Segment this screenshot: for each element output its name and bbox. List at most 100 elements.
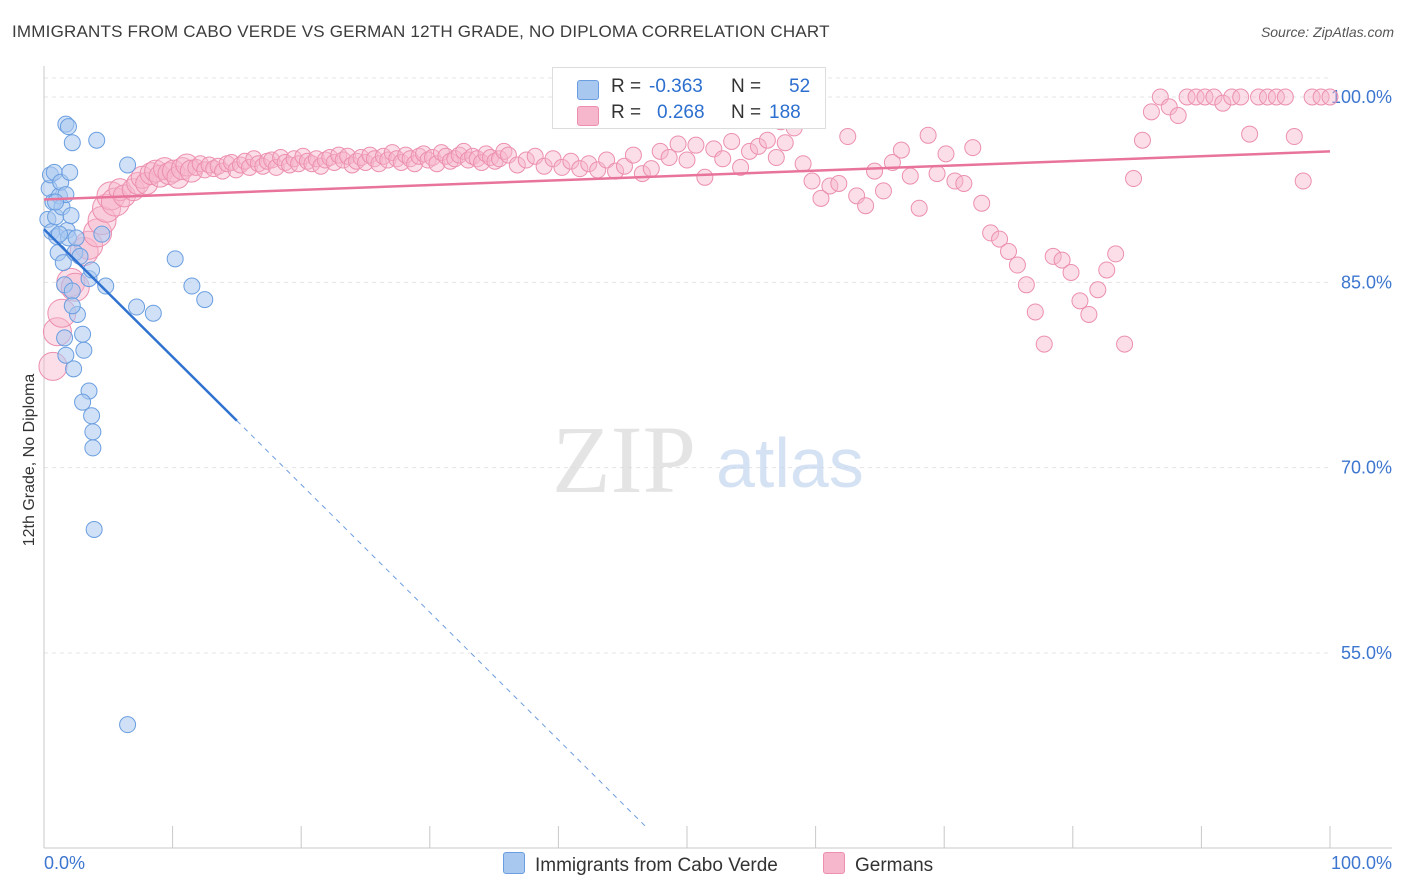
germans-point xyxy=(696,168,714,186)
germans-point xyxy=(580,155,598,173)
y-tick-label: 100.0% xyxy=(1331,87,1392,107)
germans-point xyxy=(1187,88,1205,106)
germans-point xyxy=(441,152,459,170)
germans-point xyxy=(937,145,955,163)
germans-point xyxy=(928,165,946,183)
germans-point xyxy=(669,135,687,153)
cabo-verde-point xyxy=(65,360,83,378)
germans-point xyxy=(749,137,767,155)
germans-point xyxy=(1303,88,1321,106)
germans-point xyxy=(767,149,785,167)
bottom-legend-germans: Germans xyxy=(823,852,933,877)
germans-point xyxy=(1080,305,1098,323)
germans-point xyxy=(276,153,294,171)
germans-point xyxy=(776,134,794,152)
cabo-verde-point xyxy=(71,247,89,265)
germans-point xyxy=(1107,245,1125,263)
germans-point xyxy=(624,146,642,164)
legend-r-value: -0.363 xyxy=(649,76,703,97)
germans-point xyxy=(973,194,991,212)
germans-point xyxy=(982,224,1000,242)
germans-point xyxy=(830,174,848,192)
germans-point xyxy=(139,162,163,186)
germans-point xyxy=(910,199,928,217)
germans-point xyxy=(1142,103,1160,121)
germans-point xyxy=(955,174,973,192)
germans-point xyxy=(455,142,473,160)
germans-point xyxy=(1223,88,1241,106)
germans-point xyxy=(723,132,741,150)
germans-point xyxy=(1214,94,1232,112)
germans-point xyxy=(714,150,732,168)
bottom-legend-swatch-blue xyxy=(503,852,525,874)
cabo-verde-point xyxy=(88,131,106,149)
legend-n-label: N = xyxy=(731,76,762,97)
germans-point xyxy=(874,182,892,200)
germans-point xyxy=(1008,256,1026,274)
germans-point xyxy=(598,151,616,169)
germans-point xyxy=(1276,88,1294,106)
germans-point xyxy=(419,151,437,169)
germans-point xyxy=(892,141,910,159)
germans-point xyxy=(964,139,982,157)
germans-point xyxy=(153,157,177,181)
legend-n-label: N = xyxy=(731,102,762,123)
germans-point xyxy=(517,151,535,169)
germans-point xyxy=(1312,88,1330,106)
cabo-verde-point xyxy=(144,304,162,322)
cabo-verde-point xyxy=(196,291,214,309)
germans-point xyxy=(812,189,830,207)
germans-point xyxy=(1169,107,1187,125)
germans-point xyxy=(245,150,263,168)
x-tick-label: 0.0% xyxy=(44,853,85,873)
cabo-verde-point xyxy=(97,277,115,295)
cabo-verde-point xyxy=(47,193,65,211)
cabo-verde-point xyxy=(54,254,72,272)
germans-point xyxy=(1035,335,1053,353)
germans-point xyxy=(294,147,312,165)
germans-point xyxy=(857,197,875,215)
bottom-legend-label: Immigrants from Cabo Verde xyxy=(535,855,778,876)
cabo-verde-point xyxy=(75,341,93,359)
chart-title: IMMIGRANTS FROM CABO VERDE VS GERMAN 12T… xyxy=(12,22,830,41)
germans-point xyxy=(642,160,660,178)
cabo-verde-point xyxy=(84,439,102,457)
legend-swatch-blue xyxy=(577,80,599,100)
watermark-atlas: atlas xyxy=(716,424,864,502)
germans-point xyxy=(410,147,428,165)
legend-r-label: R = xyxy=(611,76,642,97)
legend-r-label: R = xyxy=(611,102,642,123)
germans-point xyxy=(535,157,553,175)
cabo-verde-point xyxy=(119,156,137,174)
germans-point xyxy=(741,142,759,160)
cabo-verde-point xyxy=(85,520,103,538)
germans-point xyxy=(1258,88,1276,106)
germans-point xyxy=(732,158,750,176)
germans-point xyxy=(339,147,357,165)
germans-point xyxy=(839,128,857,146)
germans-point xyxy=(1026,303,1044,321)
germans-point xyxy=(687,136,705,154)
cabo-verde-point xyxy=(93,225,111,243)
germans-point xyxy=(1125,170,1143,188)
germans-point xyxy=(991,230,1009,248)
germans-point xyxy=(1071,292,1089,310)
cabo-verde-point xyxy=(74,393,92,411)
germans-point xyxy=(508,156,526,174)
germans-point xyxy=(240,158,258,176)
germans-point xyxy=(126,171,150,195)
germans-point xyxy=(1285,128,1303,146)
germans-point xyxy=(108,178,132,202)
cabo-verde-point xyxy=(128,298,146,316)
germans-point xyxy=(1089,281,1107,299)
germans-point xyxy=(1044,247,1062,265)
germans-point xyxy=(758,131,776,149)
correlation-legend: R = -0.363 N = 52 R = 0.268 N = 188 xyxy=(552,67,826,129)
germans-point xyxy=(678,151,696,169)
germans-point xyxy=(571,160,589,178)
germans-point xyxy=(428,155,446,173)
germans-point xyxy=(148,164,172,188)
germans-point xyxy=(1321,88,1339,106)
germans-point xyxy=(901,167,919,185)
